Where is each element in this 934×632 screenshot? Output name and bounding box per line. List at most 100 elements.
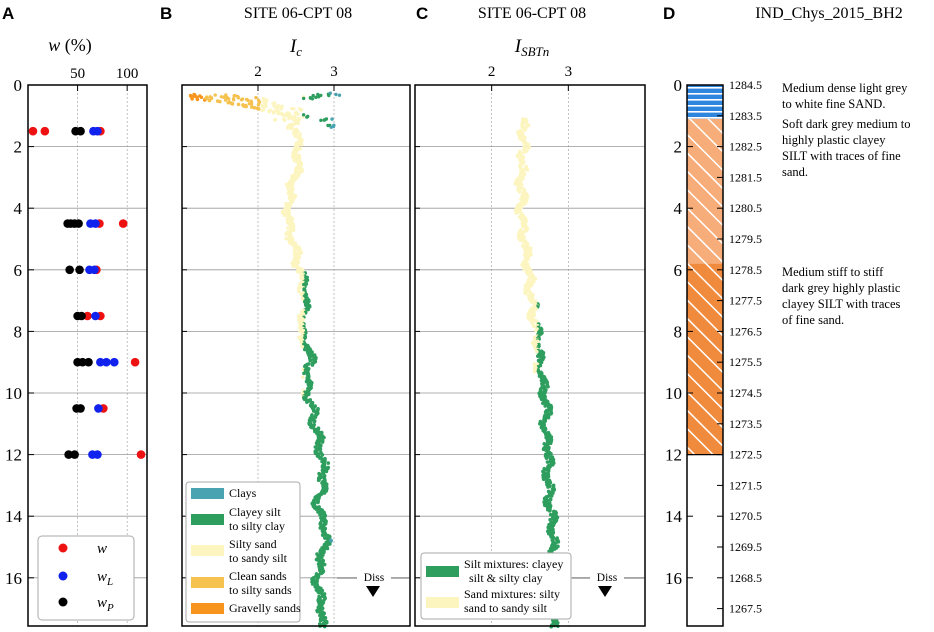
borehole-layer-1 (687, 85, 723, 119)
panel-b-cpt-point (291, 116, 296, 121)
panel-c-cpt-point (522, 150, 527, 154)
layer-3-description-line-1: Medium stiff to stiff (782, 265, 884, 279)
panel-b-cpt-point (252, 105, 257, 110)
borehole-layer-3 (687, 263, 723, 455)
panel-b-cpt-point (246, 98, 250, 103)
panel-b-cpt-point (326, 461, 331, 465)
panel-b-cpt-point (225, 95, 229, 100)
legend-clayey-silt-swatch (191, 514, 224, 525)
panel-b-cpt-point (327, 93, 331, 98)
panel-a-point-w (118, 219, 128, 228)
panel-b-title: SITE 06-CPT 08 (244, 5, 352, 22)
elevation-tick-label: 1283.5 (729, 109, 762, 123)
legend-gravelly-sands-swatch (191, 603, 224, 614)
panel-c-axis-title-symbol: I (514, 36, 523, 57)
elevation-tick-label: 1271.5 (729, 478, 762, 492)
panel-c-cpt-point (555, 621, 560, 625)
panel-b-cpt-point (289, 106, 294, 111)
panel-b-cpt-point (277, 111, 281, 116)
panel-a-ytick-label: 4 (14, 199, 23, 218)
panel-b-cpt-point (257, 100, 262, 104)
panel-c-cpt-point (533, 276, 538, 281)
panel-c-cpt-point (526, 123, 531, 128)
panel-b-cpt-point (236, 102, 241, 107)
depth-tick-label: 0 (674, 76, 683, 95)
panel-c-cpt-point (542, 496, 547, 501)
panel-c-cpt-point (525, 168, 530, 172)
legend-clays-label: Clays (229, 486, 257, 500)
panel-c-cpt-point (549, 408, 553, 412)
panel-b-cpt-point (287, 116, 291, 121)
panel-b-cpt-point (286, 226, 290, 230)
panel-b-cpt-point (311, 93, 315, 98)
legend-gravelly-sands-label: Gravelly sands (229, 601, 301, 615)
layer-1-description-line-2: to white fine SAND. (782, 97, 885, 111)
panel-c-axis-title-sub: SBTn (521, 44, 549, 59)
panel-b-cpt-point (231, 98, 236, 102)
borehole-layer-2 (687, 118, 723, 264)
panel-a-ytick-label: 16 (5, 569, 22, 588)
panel-b-cpt-point (281, 117, 286, 121)
panel-b-cpt-point (271, 101, 275, 106)
panel-b-cpt-point (314, 95, 318, 100)
depth-tick-label: 8 (674, 322, 683, 341)
panel-c-xtick-label: 3 (565, 64, 573, 80)
elevation-tick-label: 1268.5 (729, 571, 762, 585)
depth-tick-label: 16 (665, 569, 682, 588)
panel-c-cpt-point (527, 317, 532, 322)
panel-a-ytick-label: 12 (5, 446, 22, 465)
panel-b-cpt-point (316, 500, 320, 505)
panel-c-cpt-point (522, 128, 527, 132)
panel-b-cpt-point (299, 143, 304, 147)
panel-b-cpt-point (236, 95, 241, 100)
panel-b-cpt-point (319, 118, 323, 123)
legend-sand-mixtures-label-1: Sand mixtures: silty (464, 587, 560, 601)
panel-c-cpt-point (541, 401, 545, 406)
panel-c-cpt-point (515, 154, 520, 159)
panel-b-cpt-point (324, 620, 329, 625)
legend-wl-label-sub: L (106, 576, 113, 588)
panel-c-gridlines (415, 85, 645, 626)
panel-b-cpt-point (289, 126, 294, 131)
panel-b-cpt-point (249, 101, 254, 105)
panel-b-cpt-point (199, 95, 204, 100)
panel-a-markers (28, 126, 146, 459)
panel-c-cpt-point (524, 291, 528, 296)
panel-b-cpt-point (315, 609, 320, 614)
panel-b-cpt-point (322, 118, 326, 122)
panel-a-point-w (136, 450, 146, 459)
panel-c-cpt-point (543, 503, 547, 508)
panel-c-cpt-point (521, 176, 525, 181)
panel-b-cpt-point (260, 108, 265, 113)
panel-b-letter: B (160, 4, 172, 23)
panel-c-cpt-point (527, 145, 531, 150)
panel-b-cpt-point (316, 92, 320, 97)
panel-c-cpt-point (534, 328, 539, 333)
panel-c-cpt-point (521, 224, 525, 229)
panel-a-point-wL (91, 311, 100, 321)
panel-c-cpt-point (534, 349, 539, 354)
panel-b-cpt-point (300, 169, 304, 174)
panel-b: B SITE 06-CPT 08 Ic 2 3 Diss Clays Clayey… (160, 4, 411, 629)
borehole-column-frame (686, 84, 724, 627)
panel-c-cpt-point (534, 307, 539, 311)
legend-wp-label-main: w (97, 595, 107, 611)
panel-b-cpt-point (301, 113, 306, 117)
legend-w-label: w (97, 541, 107, 557)
panel-a-point-wL (91, 219, 100, 228)
panel-b-cpt-point (302, 397, 307, 402)
elevation-tick-label: 1275.5 (729, 355, 762, 369)
panel-a-point-wP (70, 450, 79, 459)
legend-wp-label-sub: P (106, 602, 114, 614)
panel-b-cpt-point (294, 159, 299, 164)
legend-clayey-silt-label-1: Clayey silt (229, 505, 281, 519)
panel-b-cpt-point (256, 107, 261, 111)
panel-b-cpt-point (316, 478, 321, 483)
legend-wl-marker (58, 571, 68, 581)
panel-c-cpt-point (530, 321, 535, 326)
elevation-tick-label: 1284.5 (729, 78, 762, 92)
panel-b-axis-title-symbol: I (289, 36, 298, 57)
panel-c-cpt-point (544, 456, 549, 460)
panel-b-cpt-point (232, 94, 236, 98)
